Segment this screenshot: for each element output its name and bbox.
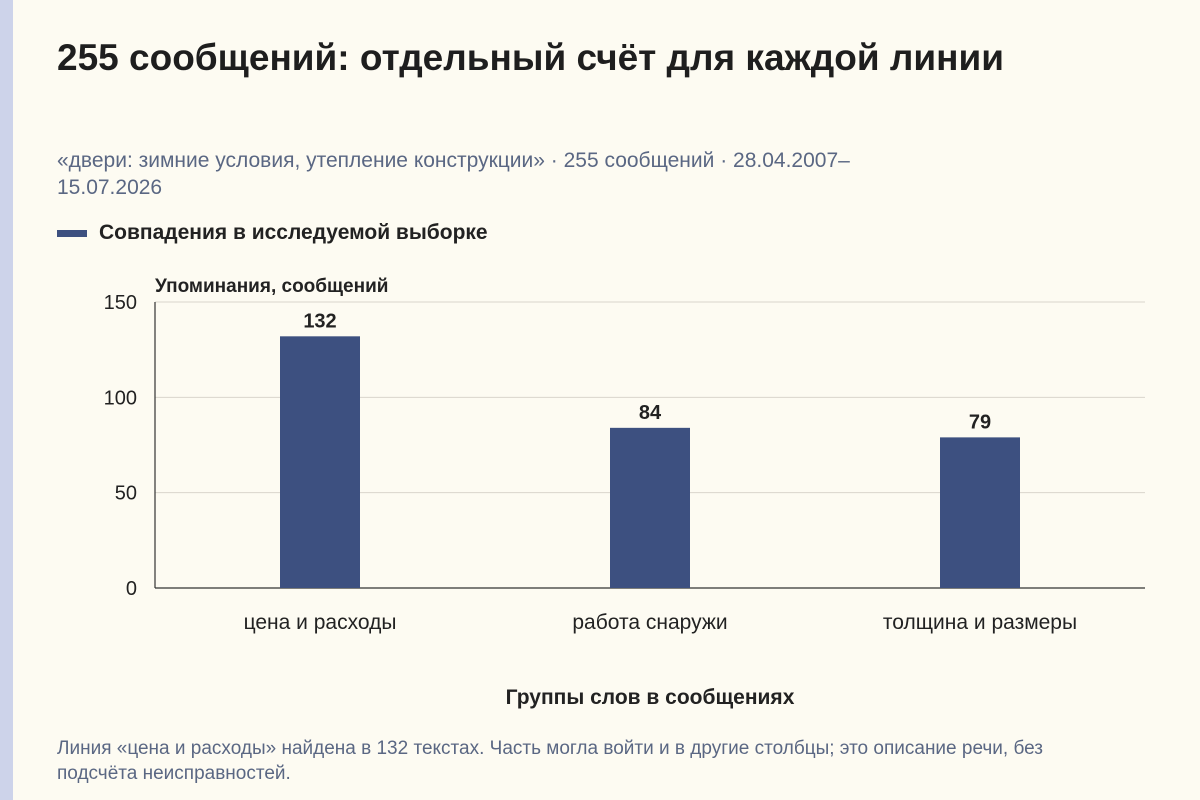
chart-title: 255 сообщений: отдельный счёт для каждой…: [57, 37, 1004, 78]
y-tick-label: 100: [104, 387, 137, 409]
x-tick-label: работа снаружи: [572, 611, 727, 634]
y-tick-label: 50: [115, 483, 137, 505]
y-axis-title: Упоминания, сообщений: [155, 276, 388, 297]
legend: Совпадения в исследуемой выборке: [57, 218, 488, 248]
bar-value-label: 132: [303, 310, 336, 332]
bar-value-label: 79: [969, 411, 991, 433]
legend-swatch: [57, 229, 87, 237]
y-tick-label: 0: [126, 578, 137, 600]
bar: [940, 437, 1020, 588]
footnote: Линия «цена и расходы» найдена в 132 тек…: [57, 738, 1043, 784]
chart-subtitle: «двери: зимние условия, утепление констр…: [57, 149, 850, 199]
accent-strip: [0, 0, 13, 800]
bar-chart: 0 50 100 150 Упоминания, сообщений 132 цена и …: [104, 276, 1145, 634]
x-tick-label: толщина и размеры: [883, 611, 1077, 634]
y-tick-label: 150: [104, 292, 137, 314]
x-axis-title: Группы слов в сообщениях: [505, 686, 795, 709]
legend-label: Совпадения в исследуемой выборке: [99, 221, 488, 244]
x-tick-label: цена и расходы: [244, 611, 397, 634]
bar-value-label: 84: [639, 402, 662, 424]
bar: [280, 336, 360, 588]
bar: [610, 427, 690, 588]
